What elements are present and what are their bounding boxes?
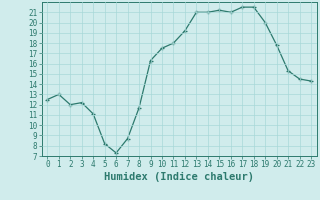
X-axis label: Humidex (Indice chaleur): Humidex (Indice chaleur) — [104, 172, 254, 182]
